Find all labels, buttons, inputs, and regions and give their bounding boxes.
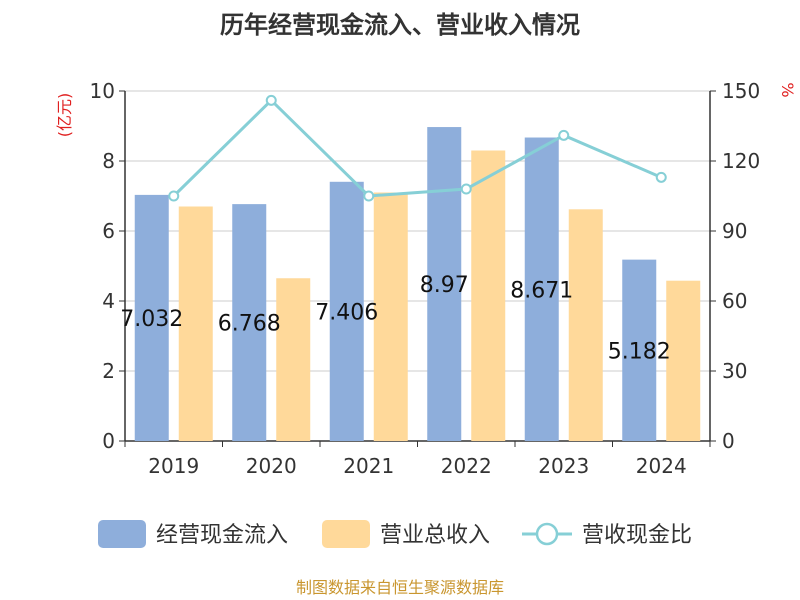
bar-revenue bbox=[373, 192, 408, 441]
source-note: 制图数据来自恒生聚源数据库 bbox=[296, 578, 504, 597]
ratio-point bbox=[460, 183, 472, 195]
x-tick-label: 2020 bbox=[246, 454, 297, 478]
x-tick-label: 2023 bbox=[538, 454, 589, 478]
gridlines bbox=[125, 90, 710, 372]
y-left-tick-label: 2 bbox=[102, 359, 115, 383]
y-right-tick-label: 60 bbox=[722, 289, 747, 313]
bar-data-label: 8.671 bbox=[510, 278, 573, 303]
x-tick-label: 2019 bbox=[148, 454, 199, 478]
axes: 0 2 4 6 8 10 0 30 60 90 120 150 2019 2020 2021 2022 2023… bbox=[90, 79, 761, 478]
legend-label: 营收现金比 bbox=[582, 523, 692, 548]
bar-data-label: 6.768 bbox=[218, 312, 281, 337]
ratio-line bbox=[168, 94, 667, 202]
y-left-tick-label: 0 bbox=[102, 429, 115, 453]
legend: 经营现金流入 营业总收入 营收现金比 bbox=[98, 520, 692, 548]
data-labels: 7.032 6.768 7.406 8.97 8.671 5.182 bbox=[120, 273, 670, 364]
bar-revenue bbox=[471, 150, 506, 441]
y-left-label: (亿元) bbox=[55, 93, 74, 138]
y-left-tick-label: 4 bbox=[102, 289, 115, 313]
y-right-tick-label: 30 bbox=[722, 359, 747, 383]
bar-cash-inflow bbox=[622, 259, 657, 441]
y-right-tick-label: 150 bbox=[722, 79, 760, 103]
bar-revenue bbox=[276, 278, 311, 441]
x-tick-label: 2022 bbox=[441, 454, 492, 478]
ratio-point bbox=[168, 190, 180, 202]
y-left-tick-label: 6 bbox=[102, 219, 115, 243]
bar-cash-inflow bbox=[329, 181, 364, 442]
bar-data-label: 8.97 bbox=[420, 273, 469, 298]
ratio-point bbox=[363, 190, 375, 202]
chart-title: 历年经营现金流入、营业收入情况 bbox=[220, 11, 580, 39]
ratio-point bbox=[265, 94, 277, 106]
ratio-point bbox=[558, 129, 570, 141]
bar-revenue bbox=[666, 280, 701, 441]
x-tick-label: 2024 bbox=[636, 454, 687, 478]
legend-label: 经营现金流入 bbox=[156, 523, 288, 548]
legend-swatch bbox=[322, 520, 370, 548]
bar-data-label: 7.032 bbox=[120, 307, 183, 332]
y-right-tick-label: 0 bbox=[722, 429, 735, 453]
y-left-tick-label: 10 bbox=[90, 79, 115, 103]
legend-marker bbox=[535, 522, 559, 546]
bar-cash-inflow bbox=[134, 194, 169, 441]
bar-revenue bbox=[178, 206, 213, 441]
bar-cash-inflow bbox=[232, 204, 267, 441]
y-right-label: % bbox=[778, 82, 797, 97]
y-right-tick-label: 120 bbox=[722, 149, 760, 173]
y-right-tick-label: 90 bbox=[722, 219, 747, 243]
legend-swatch bbox=[98, 520, 146, 548]
bar-cash-inflow bbox=[427, 127, 462, 442]
x-tick-label: 2021 bbox=[343, 454, 394, 478]
bar-revenue bbox=[568, 209, 603, 441]
ratio-point bbox=[655, 171, 667, 183]
legend-label: 营业总收入 bbox=[380, 523, 490, 548]
bar-data-label: 5.182 bbox=[608, 339, 671, 364]
bar-cash-inflow bbox=[524, 137, 559, 441]
bar-data-label: 7.406 bbox=[315, 300, 378, 325]
ratio-line-path bbox=[172, 98, 662, 198]
bars bbox=[134, 127, 701, 442]
y-left-tick-label: 8 bbox=[102, 149, 115, 173]
